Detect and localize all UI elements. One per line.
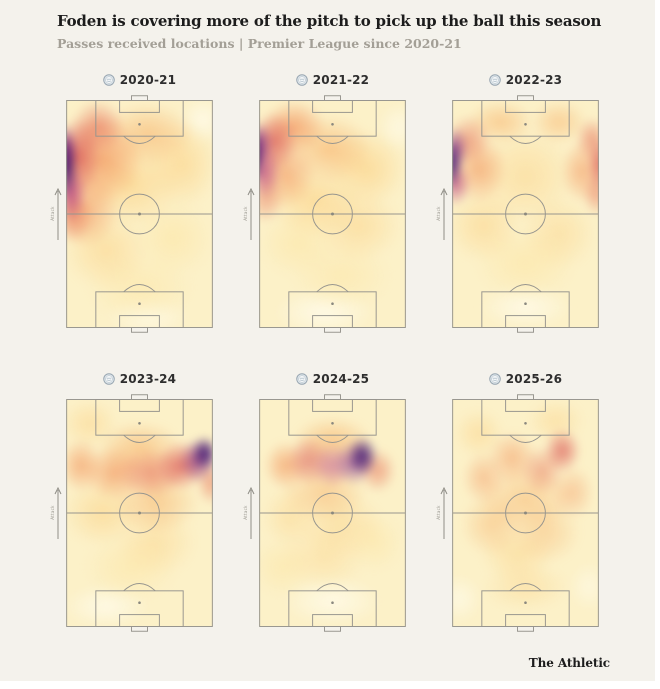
- attack-label: Attack: [435, 505, 441, 520]
- pitch-heatmap: Attack: [50, 399, 213, 626]
- season-label: 2022-23: [505, 73, 563, 87]
- attack-direction-arrow: Attack: [49, 187, 63, 242]
- pitch-heatmap: Attack: [436, 100, 599, 327]
- pitch-heatmap: Attack: [243, 399, 406, 626]
- man-city-crest-icon: [489, 74, 501, 86]
- chart-footer: The Athletic: [0, 652, 610, 671]
- man-city-crest-icon: [296, 373, 308, 385]
- season-label-row: 2020-21: [66, 72, 213, 88]
- season-label: 2025-26: [505, 372, 563, 386]
- season-label-row: 2024-25: [259, 371, 406, 387]
- season-label-row: 2023-24: [66, 371, 213, 387]
- season-panel-2020-21: 2020-21 Attack: [50, 72, 213, 327]
- heatmap-surface: [452, 100, 599, 327]
- brand-wordmark: The Athletic: [528, 656, 610, 670]
- pitch-heatmap: Attack: [436, 399, 599, 626]
- attack-direction-arrow: Attack: [242, 187, 256, 242]
- man-city-crest-icon: [103, 74, 115, 86]
- season-label: 2023-24: [119, 372, 177, 386]
- heatmap-surface: [259, 399, 406, 626]
- season-label: 2024-25: [312, 372, 370, 386]
- season-label: 2020-21: [119, 73, 177, 87]
- season-panel-2021-22: 2021-22 Attack: [243, 72, 406, 327]
- heat-layer: [66, 100, 213, 327]
- man-city-crest-icon: [296, 74, 308, 86]
- heat-layer: [452, 100, 599, 327]
- attack-direction-arrow: Attack: [435, 187, 449, 242]
- heatmap-surface: [66, 100, 213, 327]
- season-label-row: 2022-23: [452, 72, 599, 88]
- season-panel-2023-24: 2023-24 Attack: [50, 371, 213, 626]
- chart-title: Foden is covering more of the pitch to p…: [57, 12, 602, 30]
- season-panel-2024-25: 2024-25 Attack: [243, 371, 406, 626]
- heat-layer: [66, 399, 213, 626]
- heat-layer: [452, 399, 599, 626]
- season-panel-2022-23: 2022-23 Attack: [436, 72, 599, 327]
- heatmap-grid: 2020-21 Attack 2021-22 At: [50, 72, 655, 626]
- season-label: 2021-22: [312, 73, 370, 87]
- attack-direction-arrow: Attack: [435, 486, 449, 541]
- season-label-row: 2021-22: [259, 72, 406, 88]
- heatmap-surface: [259, 100, 406, 327]
- attack-label: Attack: [49, 206, 55, 221]
- chart-subtitle: Passes received locations | Premier Leag…: [57, 36, 462, 51]
- chart-header: Foden is covering more of the pitch to p…: [0, 0, 655, 51]
- heatmap-surface: [452, 399, 599, 626]
- pitch-heatmap: Attack: [50, 100, 213, 327]
- man-city-crest-icon: [103, 373, 115, 385]
- season-panel-2025-26: 2025-26 Attack: [436, 371, 599, 626]
- heatmap-surface: [66, 399, 213, 626]
- attack-label: Attack: [242, 206, 248, 221]
- attack-label: Attack: [49, 505, 55, 520]
- pitch-heatmap: Attack: [243, 100, 406, 327]
- heat-layer: [259, 399, 406, 626]
- attack-direction-arrow: Attack: [49, 486, 63, 541]
- heat-layer: [259, 100, 406, 327]
- attack-direction-arrow: Attack: [242, 486, 256, 541]
- attack-label: Attack: [435, 206, 441, 221]
- man-city-crest-icon: [489, 373, 501, 385]
- attack-label: Attack: [242, 505, 248, 520]
- season-label-row: 2025-26: [452, 371, 599, 387]
